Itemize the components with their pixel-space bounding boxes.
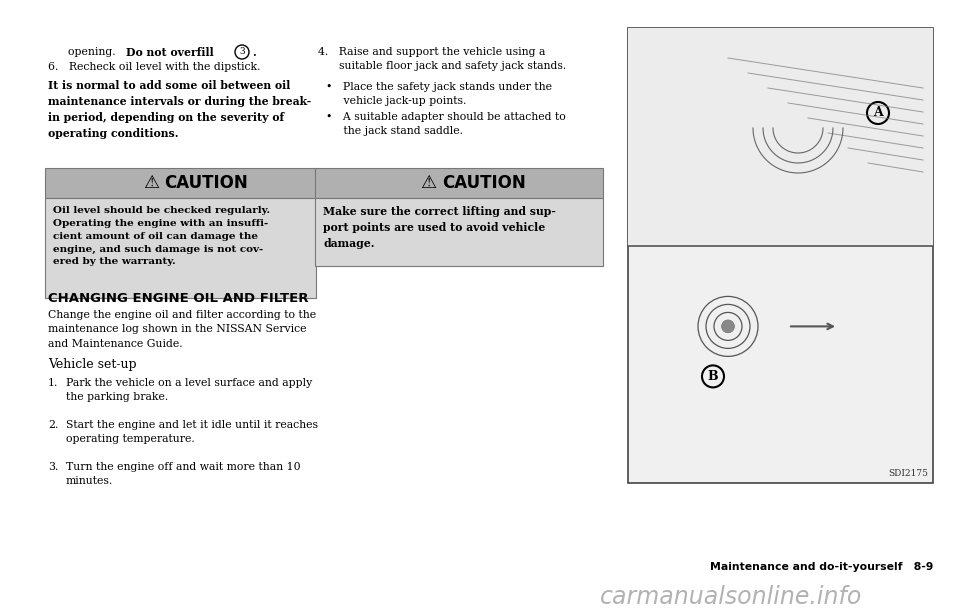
Text: •   Place the safety jack stands under the
     vehicle jack-up points.: • Place the safety jack stands under the…: [326, 82, 552, 106]
Text: 6.   Recheck oil level with the dipstick.: 6. Recheck oil level with the dipstick.: [48, 62, 260, 72]
Text: CHANGING ENGINE OIL AND FILTER: CHANGING ENGINE OIL AND FILTER: [48, 292, 308, 305]
Text: 3.: 3.: [48, 462, 59, 472]
Text: 3: 3: [239, 48, 245, 56]
Text: Maintenance and do-it-yourself   8-9: Maintenance and do-it-yourself 8-9: [710, 562, 933, 572]
Text: Change the engine oil and filter according to the
maintenance log shown in the N: Change the engine oil and filter accordi…: [48, 310, 316, 349]
Text: SDI2175: SDI2175: [888, 469, 928, 478]
FancyBboxPatch shape: [628, 28, 933, 246]
Text: Make sure the correct lifting and sup-
port points are used to avoid vehicle
dam: Make sure the correct lifting and sup- p…: [323, 206, 556, 249]
Text: .: .: [252, 47, 255, 58]
Text: opening.: opening.: [68, 47, 119, 57]
Text: A: A: [874, 106, 883, 120]
Text: ⚠: ⚠: [420, 174, 436, 192]
FancyBboxPatch shape: [628, 28, 933, 483]
Text: Start the engine and let it idle until it reaches
operating temperature.: Start the engine and let it idle until i…: [66, 420, 318, 444]
Text: carmanualsonline.info: carmanualsonline.info: [600, 585, 862, 609]
Text: Oil level should be checked regularly.
Operating the engine with an insuffi-
cie: Oil level should be checked regularly. O…: [53, 206, 270, 266]
FancyBboxPatch shape: [45, 168, 316, 198]
Text: CAUTION: CAUTION: [442, 174, 525, 192]
Text: •   A suitable adapter should be attached to
     the jack stand saddle.: • A suitable adapter should be attached …: [326, 112, 565, 136]
Text: Do not overfill: Do not overfill: [126, 47, 214, 58]
Text: It is normal to add some oil between oil
maintenance intervals or during the bre: It is normal to add some oil between oil…: [48, 80, 311, 139]
Text: 1.: 1.: [48, 378, 59, 388]
Text: 4.   Raise and support the vehicle using a
      suitable floor jack and safety : 4. Raise and support the vehicle using a…: [318, 47, 566, 71]
Text: 2.: 2.: [48, 420, 59, 430]
Text: CAUTION: CAUTION: [164, 174, 248, 192]
FancyBboxPatch shape: [315, 168, 603, 198]
Circle shape: [722, 320, 734, 332]
Text: Turn the engine off and wait more than 10
minutes.: Turn the engine off and wait more than 1…: [66, 462, 300, 486]
Text: B: B: [708, 370, 718, 383]
FancyBboxPatch shape: [315, 198, 603, 266]
FancyBboxPatch shape: [45, 198, 316, 298]
Text: Vehicle set-up: Vehicle set-up: [48, 358, 136, 371]
Text: ⚠: ⚠: [143, 174, 158, 192]
Text: Park the vehicle on a level surface and apply
the parking brake.: Park the vehicle on a level surface and …: [66, 378, 312, 403]
